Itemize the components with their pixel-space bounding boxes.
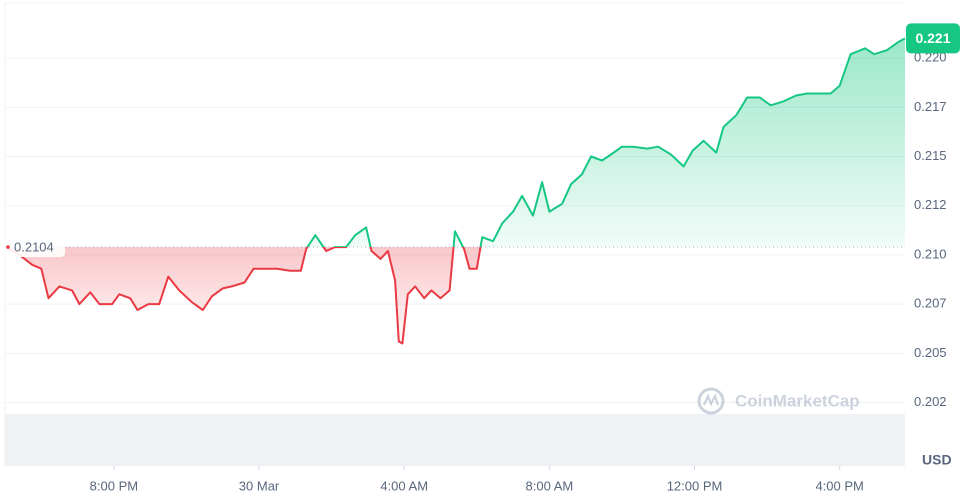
area bbox=[5, 38, 905, 344]
y-tick-label: 0.217 bbox=[914, 99, 947, 114]
watermark-group: CoinMarketCap bbox=[697, 387, 860, 415]
volume-band bbox=[5, 414, 905, 466]
x-tick-label: 12:00 PM bbox=[667, 478, 723, 493]
plot: 0.2020.2050.2070.2100.2120.2150.2170.220… bbox=[3, 23, 960, 493]
y-tick-label: 0.202 bbox=[914, 394, 947, 409]
last-price-label: 0.221 bbox=[915, 30, 950, 46]
baseline-label: 0.2104 bbox=[14, 239, 54, 254]
watermark-logo bbox=[697, 387, 725, 415]
price-line bbox=[4, 37, 906, 345]
x-tick-label: 8:00 AM bbox=[526, 478, 574, 493]
last-price-badge bbox=[906, 23, 960, 54]
watermark-logo-mark bbox=[702, 393, 720, 407]
baseline-dot bbox=[6, 245, 10, 249]
y-tick-label: 0.207 bbox=[914, 296, 947, 311]
unit-label: USD bbox=[922, 452, 952, 468]
x-tick-label: 30 Mar bbox=[239, 478, 280, 493]
y-tick-label: 0.205 bbox=[914, 345, 947, 360]
x-tick-label: 4:00 PM bbox=[815, 478, 863, 493]
baseline-label-bg bbox=[3, 237, 65, 258]
y-tick-label: 0.212 bbox=[914, 197, 947, 212]
watermark: CoinMarketCap bbox=[735, 391, 860, 410]
x-tick-label: 8:00 PM bbox=[90, 478, 138, 493]
x-tick-label: 4:00 AM bbox=[380, 478, 428, 493]
y-tick-label: 0.210 bbox=[914, 246, 947, 261]
y-tick-label: 0.215 bbox=[914, 148, 947, 163]
